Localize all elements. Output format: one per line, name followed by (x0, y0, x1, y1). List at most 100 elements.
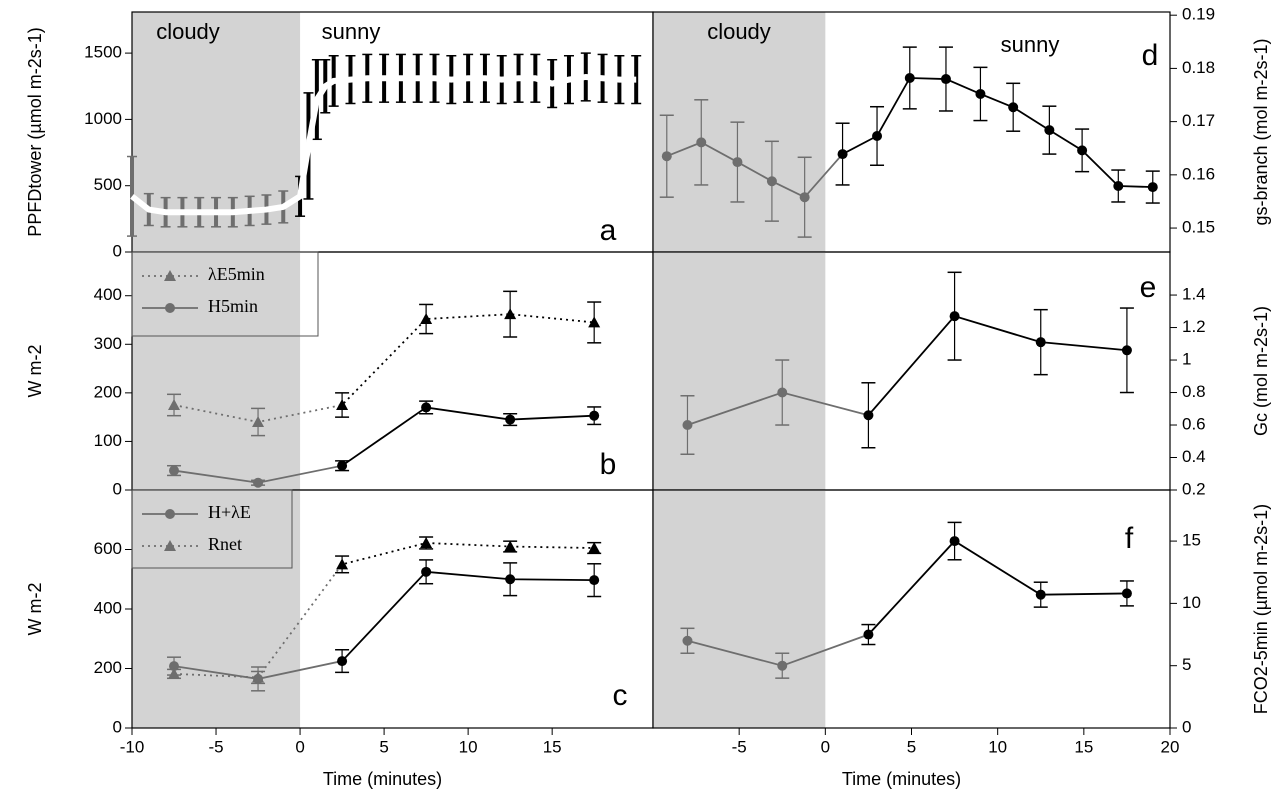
panel: 0 200 400 600 -10 -5 0 5 10 15 Time (minutes) W m-2… (25, 489, 654, 789)
y-axis-label: FCO2-5min (µmol m-2s-1) (1251, 504, 1271, 714)
marker (252, 671, 265, 683)
cloudy-shade (132, 252, 301, 490)
series-line (130, 73, 637, 216)
marker (872, 130, 883, 141)
y-tick-label: 0.19 (1182, 5, 1215, 24)
panel-letter: c (613, 679, 628, 712)
y-tick-label: 10 (1182, 593, 1201, 612)
marker (949, 536, 960, 547)
y-tick-label: 0 (1182, 717, 1191, 736)
marker (421, 566, 432, 577)
panel-letter: b (600, 448, 617, 481)
x-tick-label: -5 (208, 737, 223, 756)
marker (777, 660, 788, 671)
y-tick-label: 1 (1182, 350, 1191, 369)
panel: 0 100 200 300 400 W m-2 b λE5min H5min (25, 251, 654, 498)
y-tick-label: 1.4 (1182, 285, 1206, 304)
y-tick-label: 600 (94, 539, 122, 558)
y-axis-label: W m-2 (25, 345, 45, 398)
marker (505, 574, 516, 585)
y-tick-label: 0 (113, 241, 122, 260)
y-tick-label: 400 (94, 285, 122, 304)
series-line (687, 315, 1128, 426)
y-tick-label: 300 (94, 334, 122, 353)
y-tick-label: 5 (1182, 655, 1191, 674)
marker (168, 399, 181, 410)
legend-box (131, 251, 319, 337)
marker (682, 635, 693, 646)
marker (504, 540, 517, 552)
series-line (687, 539, 1127, 667)
marker (253, 477, 264, 488)
marker (766, 176, 777, 187)
marker (1008, 102, 1019, 113)
legend-marker (164, 540, 176, 551)
y-tick-label: 0.17 (1182, 111, 1215, 130)
legend-label: H5min (208, 296, 258, 316)
marker (1121, 588, 1132, 599)
y-tick-label: 0.18 (1182, 58, 1215, 77)
marker (949, 311, 960, 322)
x-tick-label: 10 (459, 737, 478, 756)
legend: H+λE Rnet (131, 489, 293, 569)
panel: 0.15 0.16 0.17 0.18 0.19 gs-branch (mol m-2s-… (652, 5, 1271, 253)
y-tick-label: 1.2 (1182, 317, 1206, 336)
marker (168, 667, 181, 679)
cloudy-shade (653, 490, 826, 728)
marker (589, 410, 600, 421)
marker (696, 137, 707, 148)
marker (336, 558, 349, 570)
legend-label: H+λE (208, 502, 251, 522)
y-tick-label: 0.8 (1182, 382, 1206, 401)
panel-letter: d (1142, 39, 1159, 72)
y-tick-label: 1000 (84, 109, 122, 128)
marker (1077, 145, 1088, 156)
y-axis-label: Gc (mol m-2s-1) (1251, 306, 1271, 436)
marker (588, 542, 601, 554)
y-axis-label: gs-branch (mol m-2s-1) (1251, 38, 1271, 225)
marker (863, 410, 874, 421)
legend-marker (165, 303, 175, 313)
y-tick-label: 0.6 (1182, 415, 1206, 434)
x-tick-label: 0 (295, 737, 304, 756)
x-tick-label: 5 (907, 737, 916, 756)
marker (661, 151, 672, 162)
marker (904, 72, 915, 83)
y-axis-label: W m-2 (25, 583, 45, 636)
marker (940, 74, 951, 85)
x-tick-label: 20 (1161, 737, 1180, 756)
marker (169, 661, 180, 672)
legend: λE5min H5min (131, 251, 319, 337)
legend-marker (165, 509, 175, 519)
marker (169, 465, 180, 476)
y-axis-label: PPFDtower (µmol m-2s-1) (25, 27, 45, 236)
marker (837, 149, 848, 160)
marker (420, 313, 433, 325)
y-tick-label: 0.4 (1182, 447, 1206, 466)
cloudy-shade (653, 252, 826, 490)
marker (732, 157, 743, 168)
marker (505, 414, 516, 425)
marker (682, 420, 693, 431)
cloudy-shade (132, 490, 301, 728)
series-line (173, 406, 595, 484)
annotation: cloudy (707, 19, 771, 44)
marker (252, 416, 265, 427)
marker (589, 575, 600, 586)
marker (975, 88, 986, 99)
panel-letter: a (600, 214, 617, 247)
marker (336, 399, 349, 410)
marker (799, 192, 810, 203)
y-tick-label: 0.16 (1182, 164, 1215, 183)
x-tick-label: 15 (1074, 737, 1093, 756)
panel-letter: e (1140, 271, 1157, 304)
annotation: cloudy (156, 19, 220, 44)
series-line (173, 542, 595, 679)
panel-letter: f (1125, 522, 1134, 555)
marker (1113, 181, 1124, 192)
series-line (173, 570, 595, 680)
panel: 0 5 10 15 -5 0 5 10 15 20 Time (minutes) FCO2-5min … (652, 489, 1271, 789)
legend-label: Rnet (208, 534, 242, 554)
marker (1035, 337, 1046, 348)
